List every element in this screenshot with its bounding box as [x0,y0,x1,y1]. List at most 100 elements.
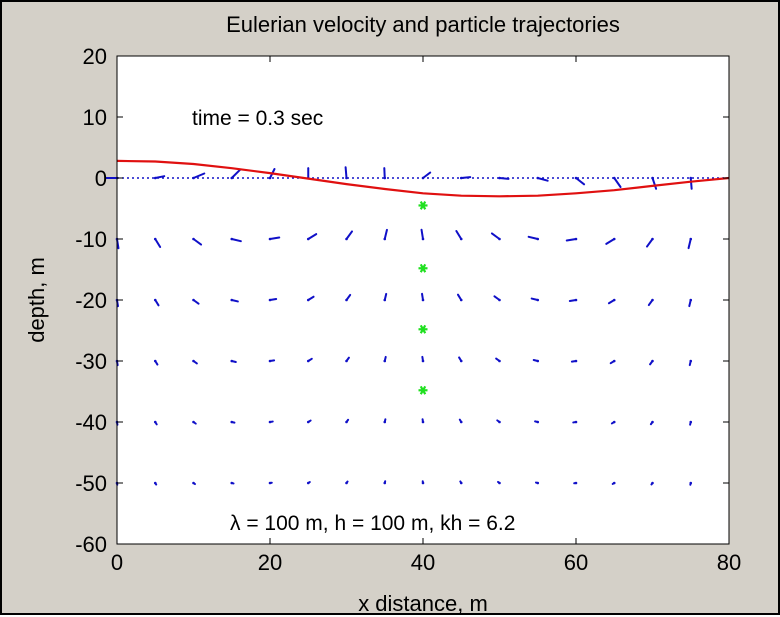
parameter-annotation: λ = 100 m, h = 100 m, kh = 6.2 [230,512,515,535]
velocity-vector-origin [154,177,157,180]
velocity-vector-origin [498,421,501,424]
velocity-vector-origin [154,421,157,424]
velocity-vector-origin [383,360,386,363]
velocity-vector-origin [460,482,463,485]
velocity-vector [461,177,470,178]
velocity-vector-origin [307,360,310,363]
velocity-vector-origin [498,299,501,302]
velocity-vector-origin [575,238,578,241]
velocity-vector-origin [575,421,578,424]
velocity-vector-origin [689,177,692,180]
velocity-vector [500,178,509,179]
velocity-vector-origin [422,360,425,363]
velocity-vector-origin [689,421,692,424]
velocity-vector-origin [460,177,463,180]
velocity-vector-origin [269,177,272,180]
velocity-vector [346,167,347,178]
velocity-vector-origin [613,421,616,424]
velocity-vector-origin [536,299,539,302]
velocity-vector-origin [230,360,233,363]
y-tick-label: 10 [83,105,107,130]
velocity-vector-origin [422,299,425,302]
velocity-vector-origin [575,360,578,363]
y-tick-label: 0 [95,166,107,191]
velocity-vector-origin [383,177,386,180]
velocity-vector-origin [383,421,386,424]
velocity-vector-origin [651,238,654,241]
velocity-vector-origin [345,421,348,424]
y-tick-label: 20 [83,44,107,69]
velocity-vector-origin [269,360,272,363]
velocity-vector-origin [192,421,195,424]
velocity-vector-origin [498,482,501,485]
velocity-vector-origin [536,177,539,180]
velocity-vector-origin [422,238,425,241]
velocity-vector-origin [460,299,463,302]
x-axis-label: x distance, m [358,591,488,616]
y-tick-label: -30 [75,349,107,374]
y-tick-label: -60 [75,532,107,557]
velocity-vector-origin [230,238,233,241]
velocity-vector-origin [383,299,386,302]
velocity-vector-origin [651,299,654,302]
y-tick-label: -40 [75,410,107,435]
velocity-vector-origin [575,177,578,180]
velocity-vector-origin [460,421,463,424]
x-tick-label: 80 [717,550,741,575]
velocity-vector-origin [498,177,501,180]
velocity-vector-origin [651,421,654,424]
time-annotation: time = 0.3 sec [192,107,323,130]
velocity-vector-origin [536,238,539,241]
x-tick-label: 0 [111,550,123,575]
velocity-vector-origin [345,177,348,180]
x-tick-label: 20 [258,550,282,575]
y-tick-label: -10 [75,227,107,252]
velocity-vector-origin [689,238,692,241]
velocity-vector-origin [154,360,157,363]
velocity-vector-origin [613,360,616,363]
velocity-vector-origin [422,177,425,180]
velocity-vector-origin [689,360,692,363]
velocity-vector-origin [689,482,692,485]
velocity-vector-origin [460,238,463,241]
velocity-vector-origin [536,482,539,485]
velocity-vector-origin [422,421,425,424]
velocity-vector-origin [536,421,539,424]
velocity-vector-origin [307,421,310,424]
velocity-vector-origin [269,238,272,241]
velocity-vector-origin [422,482,425,485]
velocity-vector-origin [613,482,616,485]
velocity-vector-origin [307,238,310,241]
velocity-vector-origin [230,299,233,302]
velocity-vector-origin [345,238,348,241]
velocity-vector-origin [269,482,272,485]
velocity-vector-origin [383,238,386,241]
velocity-vector-origin [575,299,578,302]
velocity-vector-origin [651,177,654,180]
y-axis-label: depth, m [24,257,49,343]
velocity-vector-origin [498,360,501,363]
velocity-vector-origin [230,177,233,180]
chart-title: Eulerian velocity and particle trajector… [226,12,620,37]
velocity-vector-origin [345,299,348,302]
velocity-vector-origin [230,421,233,424]
velocity-vector-origin [269,299,272,302]
velocity-vector-origin [192,360,195,363]
velocity-vector-origin [383,482,386,485]
velocity-vector-origin [269,421,272,424]
velocity-vector-origin [613,238,616,241]
velocity-vector-origin [192,177,195,180]
velocity-vector-origin [154,238,157,241]
y-tick-label: -20 [75,288,107,313]
x-tick-label: 40 [411,550,435,575]
velocity-vector-origin [307,299,310,302]
velocity-vector-origin [651,360,654,363]
velocity-vector-origin [230,482,233,485]
x-tick-label: 60 [564,550,588,575]
velocity-vector-origin [154,482,157,485]
velocity-vector-origin [575,482,578,485]
velocity-vector-origin [345,482,348,485]
velocity-vector-origin [613,299,616,302]
